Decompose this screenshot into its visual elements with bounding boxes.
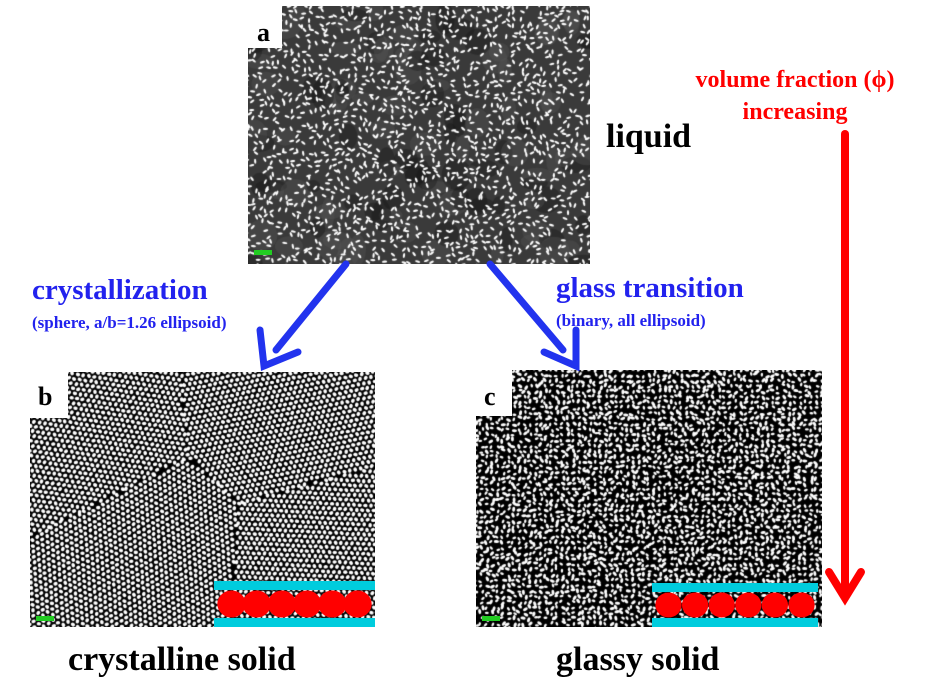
inset-bead-row	[652, 592, 818, 618]
bead-row-svg	[655, 592, 815, 618]
panel-a-scale-bar	[254, 250, 272, 255]
packing-bead	[242, 590, 271, 618]
panel-c-letter: c	[484, 382, 496, 411]
packing-bead	[708, 592, 735, 618]
crystallization-title: crystallization	[32, 274, 208, 306]
panel-b-letter: b	[38, 382, 53, 411]
crystal-packing-inset	[214, 581, 375, 627]
inset-bottom-plate	[214, 618, 375, 627]
panel-c-label-notch	[476, 370, 512, 416]
packing-bead	[343, 590, 372, 618]
crystallization-subtitle: (sphere, a/b=1.26 ellipsoid)	[32, 313, 227, 332]
inset-top-plate	[652, 583, 818, 592]
packing-bead	[217, 590, 246, 618]
packing-bead	[318, 590, 347, 618]
crystallization-arrow	[256, 260, 350, 372]
packing-bead	[735, 592, 762, 618]
inset-bottom-plate	[652, 618, 818, 627]
panel-b-scale-bar	[36, 616, 54, 621]
panel-c-glassy-micrograph	[476, 370, 822, 627]
glass-transition-title: glass transition	[556, 272, 744, 304]
packing-bead	[761, 592, 789, 618]
panel-a-label-notch	[248, 6, 282, 48]
panel-c-scale-bar	[482, 616, 500, 621]
glass-transition-arrow	[486, 260, 580, 372]
packing-bead	[267, 590, 297, 618]
glassy-solid-label: glassy solid	[556, 641, 720, 678]
packing-bead	[788, 592, 815, 618]
packing-bead	[655, 592, 682, 618]
bead-row-svg	[217, 590, 372, 618]
inset-top-plate	[214, 581, 375, 590]
packing-bead	[292, 590, 322, 618]
panel-b-crystalline-micrograph	[30, 372, 375, 627]
glass-transition-subtitle: (binary, all ellipsoid)	[556, 311, 706, 330]
liquid-label: liquid	[606, 118, 692, 155]
volume-fraction-label: volume fraction (ϕ)	[695, 67, 895, 93]
panel-a-liquid-micrograph	[248, 6, 590, 264]
volume-fraction-arrow	[825, 130, 865, 606]
crystalline-solid-label: crystalline solid	[68, 641, 296, 678]
inset-bead-row	[214, 590, 375, 618]
increasing-label: increasing	[742, 99, 848, 125]
panel-a-letter: a	[257, 18, 270, 47]
panel-b-label-notch	[30, 372, 68, 418]
glass-packing-inset	[652, 583, 818, 627]
liquid-particle-image	[248, 6, 590, 264]
packing-bead	[681, 592, 709, 618]
